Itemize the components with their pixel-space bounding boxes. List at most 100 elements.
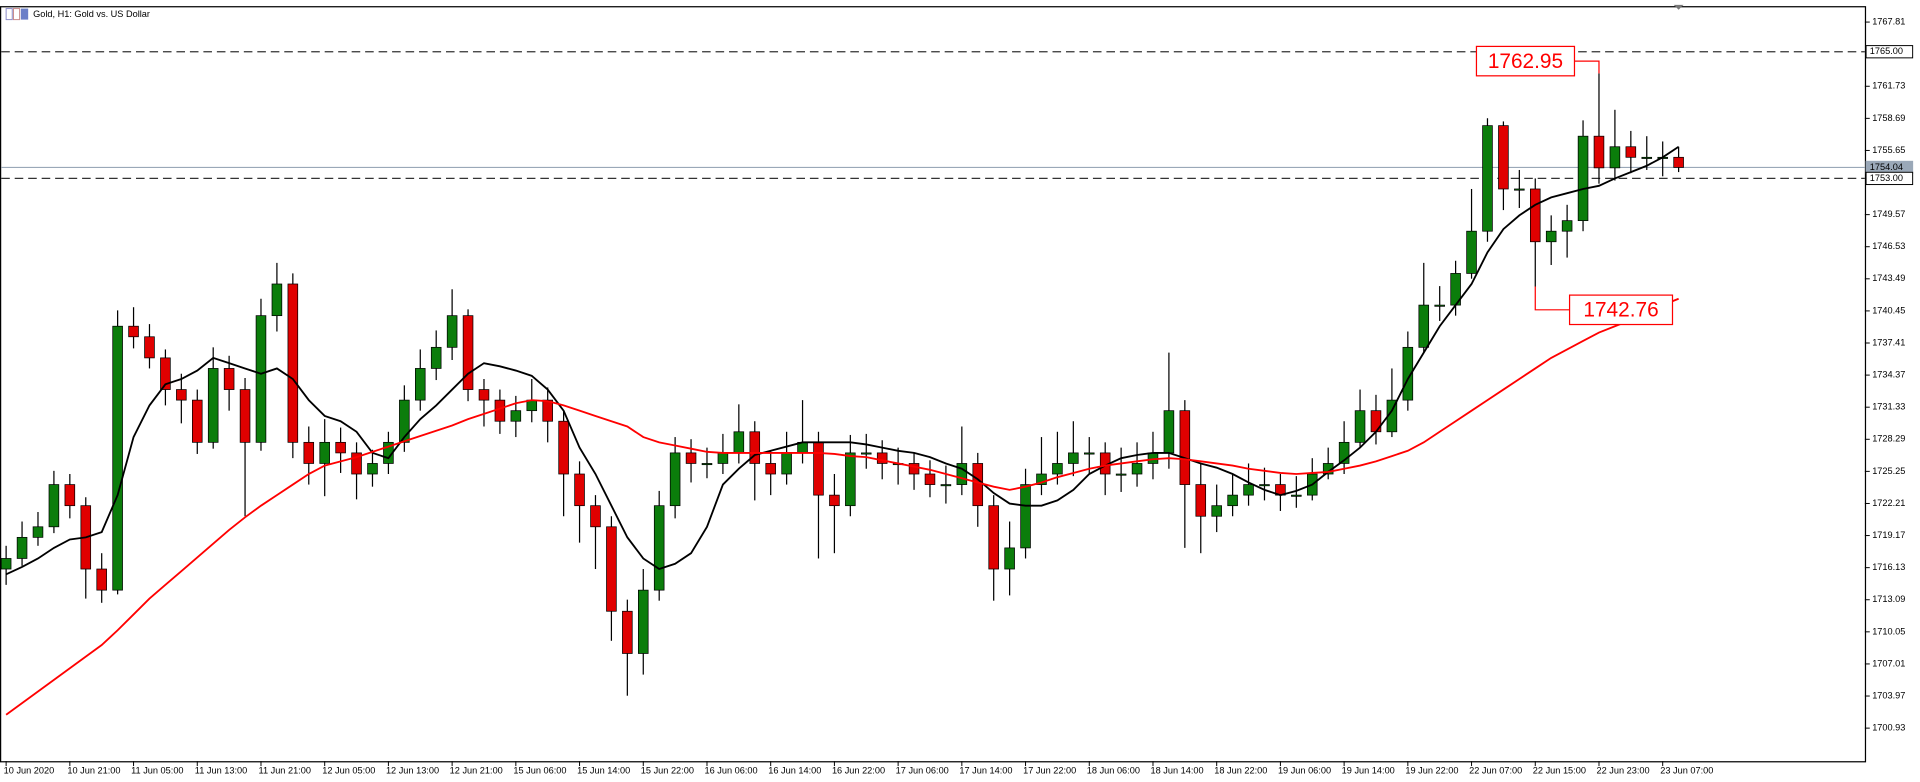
candle-body [829, 494, 840, 507]
price-label-box [1865, 45, 1914, 59]
candle-body [940, 484, 952, 487]
candle-body [239, 389, 251, 443]
candle-body [749, 431, 761, 464]
x-tick-label: 23 Jun 07:00 [1660, 765, 1713, 775]
candle-body [558, 420, 569, 475]
candle-body [1211, 505, 1222, 517]
candle-body [637, 589, 649, 654]
y-tick-label: 1737.41 [1872, 337, 1905, 347]
candles [0, 73, 1684, 696]
candle-body [1131, 463, 1143, 475]
price-label: 1765.00 [1870, 46, 1903, 56]
candle-body [1259, 484, 1270, 487]
x-tick-label: 10 Jun 21:00 [67, 765, 120, 775]
y-tick-label: 1734.37 [1872, 370, 1905, 380]
candle-body [1466, 230, 1477, 274]
candle-body [924, 473, 936, 485]
candle-body [956, 463, 968, 485]
candle-body [478, 389, 490, 401]
annotation: 1742.76 [1534, 286, 1674, 326]
candle-body [1083, 452, 1095, 455]
candle-body [128, 325, 139, 338]
ma-line [5, 145, 1680, 576]
candle-body [399, 399, 410, 443]
candle-body [64, 484, 76, 507]
candle-body [112, 325, 123, 591]
x-tick-label: 11 Jun 05:00 [131, 765, 183, 775]
price-label: 1753.00 [1870, 173, 1903, 183]
candle-body [1163, 410, 1175, 454]
annotation-box [1475, 45, 1576, 77]
candle-body [351, 452, 362, 475]
x-tick-label: 19 Jun 22:00 [1405, 765, 1458, 775]
candle-body [0, 558, 12, 570]
candle-body [972, 463, 984, 507]
x-tick-label: 16 Jun 22:00 [832, 765, 885, 775]
candle-body [271, 283, 283, 317]
candle-body [1434, 304, 1445, 307]
y-tick-label: 1746.53 [1872, 241, 1905, 251]
price-label: 1754.04 [1870, 162, 1903, 172]
candle-body [1625, 146, 1637, 158]
y-tick-label: 1722.21 [1872, 498, 1905, 508]
x-tick-label: 19 Jun 14:00 [1342, 765, 1395, 775]
candle-body [1036, 473, 1047, 485]
candle-body [1418, 304, 1430, 348]
candle-body [1609, 146, 1621, 169]
annotation-connector [1534, 286, 1570, 311]
x-tick-label: 22 Jun 23:00 [1597, 765, 1650, 775]
candle-body [1354, 410, 1366, 443]
y-tick-label: 1740.45 [1872, 305, 1905, 315]
x-tick-label: 10 Jun 2020 [4, 765, 55, 775]
y-tick-label: 1731.33 [1872, 402, 1905, 412]
x-tick-label: 15 Jun 06:00 [513, 765, 566, 775]
candle-body [1498, 125, 1509, 190]
candle-body [144, 336, 155, 359]
candle-body [1402, 346, 1414, 401]
x-tick-label: 15 Jun 14:00 [577, 765, 630, 775]
candle-body [1338, 441, 1350, 464]
candle-body [335, 441, 346, 454]
candle-body [717, 452, 729, 464]
candle-body [908, 463, 920, 475]
y-tick-label: 1749.57 [1872, 209, 1905, 219]
candle-body [590, 505, 601, 528]
x-tick-label: 16 Jun 06:00 [705, 765, 758, 775]
candle-body [96, 568, 107, 591]
candle-body [1545, 230, 1557, 243]
candle-body [160, 357, 171, 390]
x-tick-label: 17 Jun 14:00 [959, 765, 1012, 775]
candle-body [287, 283, 299, 443]
y-tick-label: 1743.49 [1872, 273, 1905, 283]
candle-body [669, 452, 681, 507]
candle-body [223, 368, 235, 390]
x-tick-label: 22 Jun 15:00 [1533, 765, 1586, 775]
plot-frame [0, 6, 1867, 763]
x-tick-label: 15 Jun 22:00 [641, 765, 694, 775]
candle-body [781, 452, 792, 475]
candle-body [1195, 484, 1207, 517]
candle-body [462, 315, 474, 390]
x-tick-label: 18 Jun 06:00 [1087, 765, 1140, 775]
candle-body [48, 484, 60, 528]
shift-marker [1673, 4, 1684, 10]
candle-body [176, 389, 187, 401]
chart-title: Gold, H1: Gold vs. US Dollar [33, 9, 150, 19]
y-tick-label: 1710.05 [1872, 626, 1905, 636]
candle-body [192, 399, 203, 443]
candle-body [1068, 452, 1079, 464]
candle-body [765, 463, 776, 475]
candle-body [1179, 410, 1191, 485]
y-tick-label: 1700.93 [1872, 723, 1905, 733]
candle-body [1514, 188, 1525, 191]
candle-body [1673, 156, 1684, 168]
candle-body [622, 610, 633, 654]
candle-body [988, 505, 999, 570]
candle-body [1593, 135, 1605, 169]
candle-body [303, 441, 315, 464]
symbol-icon [5, 8, 29, 21]
ma-line [5, 297, 1679, 716]
